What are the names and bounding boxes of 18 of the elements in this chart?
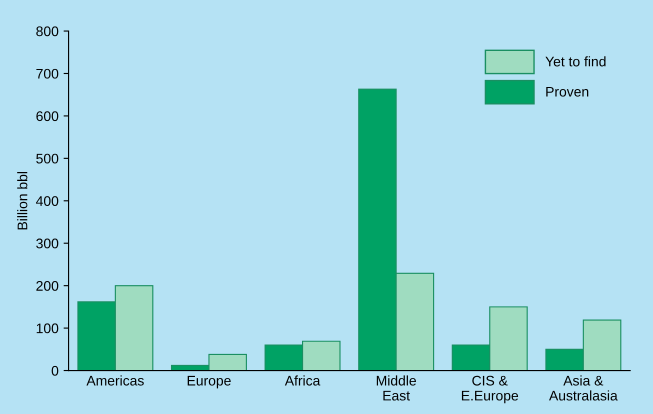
y-tick-label: 700: [36, 68, 58, 79]
x-tick-label: Europe: [188, 376, 231, 388]
x-tick-label: Middle East: [376, 375, 416, 401]
y-tick-label: 0: [52, 366, 58, 376]
x-tick-label: Americas: [86, 375, 144, 386]
y-tick-label: 600: [36, 111, 58, 122]
x-tick-label: CIS & E.Europe: [462, 376, 518, 404]
y-tick-label: 300: [36, 238, 58, 248]
x-tick-label: Africa: [284, 375, 320, 386]
legend-label: Yet to find: [545, 56, 606, 66]
y-tick-label: 100: [36, 323, 58, 334]
y-tick-label: 200: [36, 280, 58, 291]
y-tick-label: 500: [36, 154, 58, 164]
legend-label: Proven: [546, 86, 588, 97]
y-tick-label: 400: [36, 196, 58, 206]
x-tick-label: Asia & Australasia: [549, 375, 618, 401]
y-tick-label: 800: [36, 26, 58, 36]
y-axis-title: Billion bbl: [17, 172, 28, 230]
